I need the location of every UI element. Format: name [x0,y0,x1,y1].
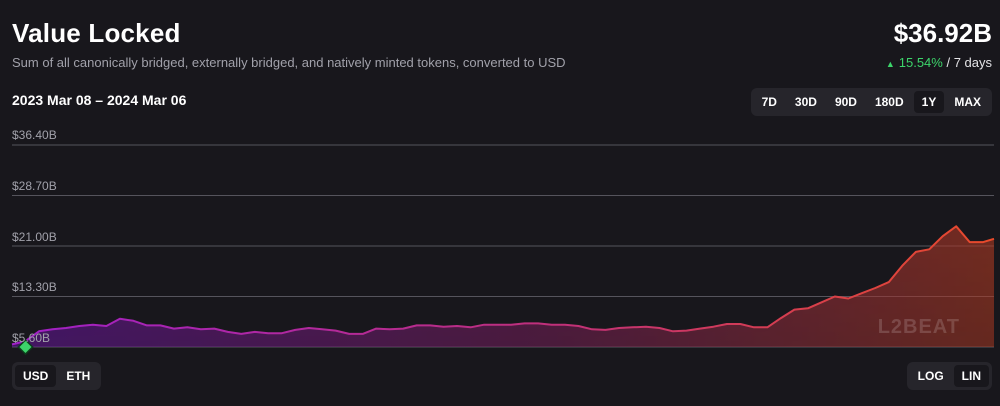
y-tick-label: $28.70B [12,179,57,193]
range-button-1y[interactable]: 1Y [913,91,945,113]
page-title: Value Locked [12,18,181,48]
y-tick-label: $5.60B [12,331,51,345]
scale-button-lin[interactable]: LIN [953,365,989,387]
unit-button-eth[interactable]: ETH [66,369,91,383]
range-button-180d[interactable]: 180D [874,95,904,109]
range-button-90d[interactable]: 90D [834,95,857,109]
time-range-selector: 7D 30D 90D 180D 1Y MAX [750,88,992,116]
scale-selector: LOG LIN [906,362,992,390]
y-tick-label: $13.30B [12,280,57,294]
unit-selector: USD ETH [12,362,102,390]
total-value: $36.92B [893,18,992,48]
up-arrow-icon: ▲ [885,59,895,69]
series-area [12,226,994,347]
series-line [11,225,995,346]
range-button-max[interactable]: MAX [954,95,981,109]
unit-button-usd[interactable]: USD [15,365,57,387]
page-subtitle: Sum of all canonically bridged, external… [12,55,566,70]
date-range: 2023 Mar 08 – 2024 Mar 06 [12,92,187,108]
scale-button-log[interactable]: LOG [917,369,944,383]
data-point-marker [17,338,34,356]
change-percent: 15.54% [898,55,943,70]
change-period: / 7 days [946,55,992,70]
change-indicator: ▲ 15.54% / 7 days [886,55,992,70]
range-button-30d[interactable]: 30D [794,95,817,109]
y-tick-label: $36.40B [12,128,57,142]
range-button-7d[interactable]: 7D [761,95,777,109]
y-tick-label: $21.00B [12,230,57,244]
l2beat-watermark: L2BEAT [877,316,960,338]
